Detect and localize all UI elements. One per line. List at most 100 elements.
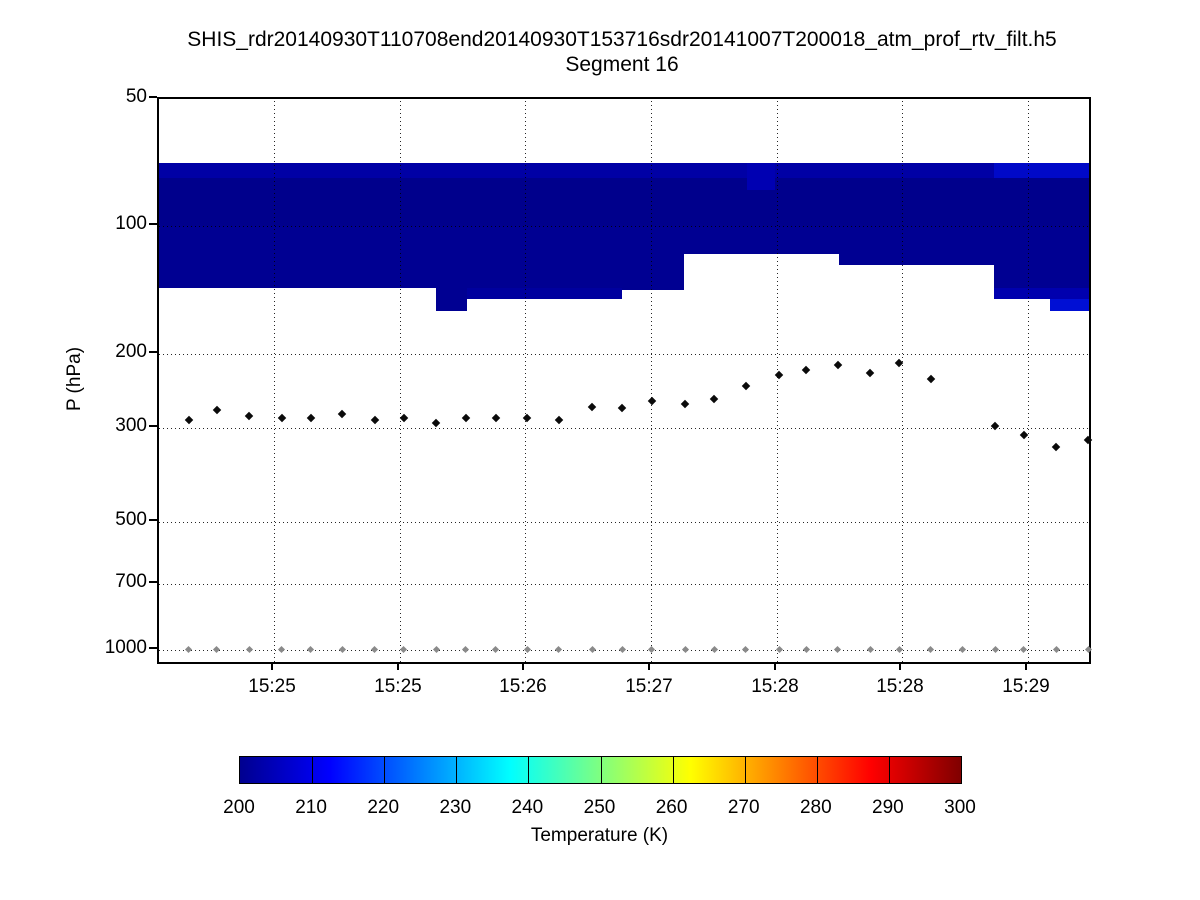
surface-dot <box>927 646 935 654</box>
x-tick-label: 15:27 <box>625 676 673 697</box>
colorbar-tick-mark <box>888 757 890 783</box>
x-tick-label: 15:28 <box>876 676 924 697</box>
colorbar-tick-label: 290 <box>872 797 904 818</box>
retrieval-dot <box>554 415 564 424</box>
colorbar-tick-label: 220 <box>367 797 400 818</box>
heatmap-cell <box>1049 298 1089 311</box>
retrieval-dot <box>1083 435 1093 445</box>
y-tick-label: 300 <box>115 415 147 437</box>
surface-dot <box>307 646 315 654</box>
colorbar-tick-label: 250 <box>583 797 616 818</box>
heatmap-cell <box>436 288 467 311</box>
x-tick-mark <box>773 662 776 670</box>
x-tick-mark <box>396 662 399 670</box>
surface-dot <box>462 646 470 654</box>
vertical-gridline <box>776 99 778 662</box>
retrieval-dot <box>1019 430 1029 439</box>
surface-dot <box>400 646 408 654</box>
x-tick-mark <box>898 662 901 670</box>
surface-dot <box>958 646 967 654</box>
surface-dot <box>185 646 193 654</box>
x-tick-label: 15:29 <box>1002 676 1050 697</box>
surface-dot <box>432 646 440 654</box>
colorbar-tick-mark <box>672 757 674 783</box>
x-tick-mark <box>271 662 274 670</box>
retrieval-dot <box>212 405 221 415</box>
surface-dot <box>278 646 286 654</box>
colorbar-tick-label: 210 <box>295 797 327 818</box>
surface-dot <box>618 646 626 654</box>
horizontal-gridline <box>159 428 1089 430</box>
horizontal-gridline <box>159 226 1089 228</box>
figure-titles: SHIS_rdr20140930T110708end20140930T15371… <box>157 27 1087 77</box>
heatmap-cell <box>466 288 623 299</box>
surface-dot <box>245 646 253 654</box>
surface-dot <box>1020 646 1028 654</box>
vertical-gridline <box>274 99 276 662</box>
colorbar-title: Temperature (K) <box>530 825 669 846</box>
colorbar-tick-mark <box>384 757 386 783</box>
y-tick-label: 50 <box>125 86 147 107</box>
y-axis-label: P (hPa) <box>64 346 85 412</box>
surface-dot <box>1052 646 1060 654</box>
plot-area <box>157 97 1093 664</box>
retrieval-dot <box>802 365 811 375</box>
x-tick-mark <box>521 662 524 670</box>
horizontal-gridline <box>159 584 1089 586</box>
heatmap-cell <box>622 226 685 290</box>
y-tick-mark <box>149 223 157 226</box>
surface-dot <box>588 646 596 654</box>
x-tick-mark <box>647 662 650 670</box>
colorbar-tick-label: 230 <box>439 797 472 818</box>
y-tick-label: 100 <box>115 213 147 235</box>
heatmap-cell <box>994 226 1089 289</box>
x-tick-label: 15:25 <box>248 676 296 697</box>
surface-dot <box>648 646 656 654</box>
y-tick-label: 500 <box>115 509 147 531</box>
vertical-gridline <box>1027 99 1029 662</box>
y-tick-mark <box>149 350 157 353</box>
retrieval-dot <box>866 368 875 378</box>
surface-dot <box>555 646 563 654</box>
retrieval-dot <box>370 415 379 424</box>
vertical-gridline <box>901 99 903 662</box>
heatmap-cell <box>159 178 1089 227</box>
colorbar-tick-mark <box>600 757 602 783</box>
figure-title: SHIS_rdr20140930T110708end20140930T15371… <box>187 28 1057 51</box>
retrieval-dot <box>491 414 500 423</box>
x-tick-label: 15:28 <box>751 676 799 697</box>
colorbar-tick-mark <box>816 757 818 783</box>
surface-dot <box>834 646 842 654</box>
heatmap-cell <box>159 226 623 289</box>
y-tick-mark <box>149 96 157 98</box>
y-tick-label: 200 <box>115 340 147 362</box>
x-tick-label: 15:25 <box>374 676 422 697</box>
y-tick-label: 700 <box>115 571 147 593</box>
colorbar-tick-mark <box>456 757 458 783</box>
colorbar <box>239 756 962 784</box>
colorbar-tick-label: 270 <box>727 797 760 818</box>
retrieval-dot <box>337 410 347 419</box>
heatmap-cell <box>994 163 1089 179</box>
heatmap-cell <box>746 163 775 190</box>
retrieval-dot <box>184 415 193 424</box>
surface-dot <box>681 646 689 654</box>
surface-dot <box>213 646 221 654</box>
surface-dot <box>371 646 379 654</box>
surface-dot <box>338 646 346 654</box>
colorbar-tick-label: 240 <box>511 797 544 818</box>
retrieval-dot <box>833 360 843 369</box>
x-tick-label: 15:26 <box>499 676 547 697</box>
heatmap-cell <box>838 226 995 265</box>
retrieval-dot <box>244 411 254 421</box>
colorbar-tick-label: 200 <box>223 797 255 818</box>
heatmap-cell <box>159 163 1089 179</box>
retrieval-dot <box>647 396 657 405</box>
retrieval-dot <box>681 399 690 408</box>
retrieval-dot <box>588 402 597 412</box>
colorbar-tick-mark <box>312 757 314 783</box>
y-tick-mark <box>149 519 157 522</box>
colorbar-tick-mark <box>744 757 746 783</box>
vertical-gridline <box>524 99 526 662</box>
